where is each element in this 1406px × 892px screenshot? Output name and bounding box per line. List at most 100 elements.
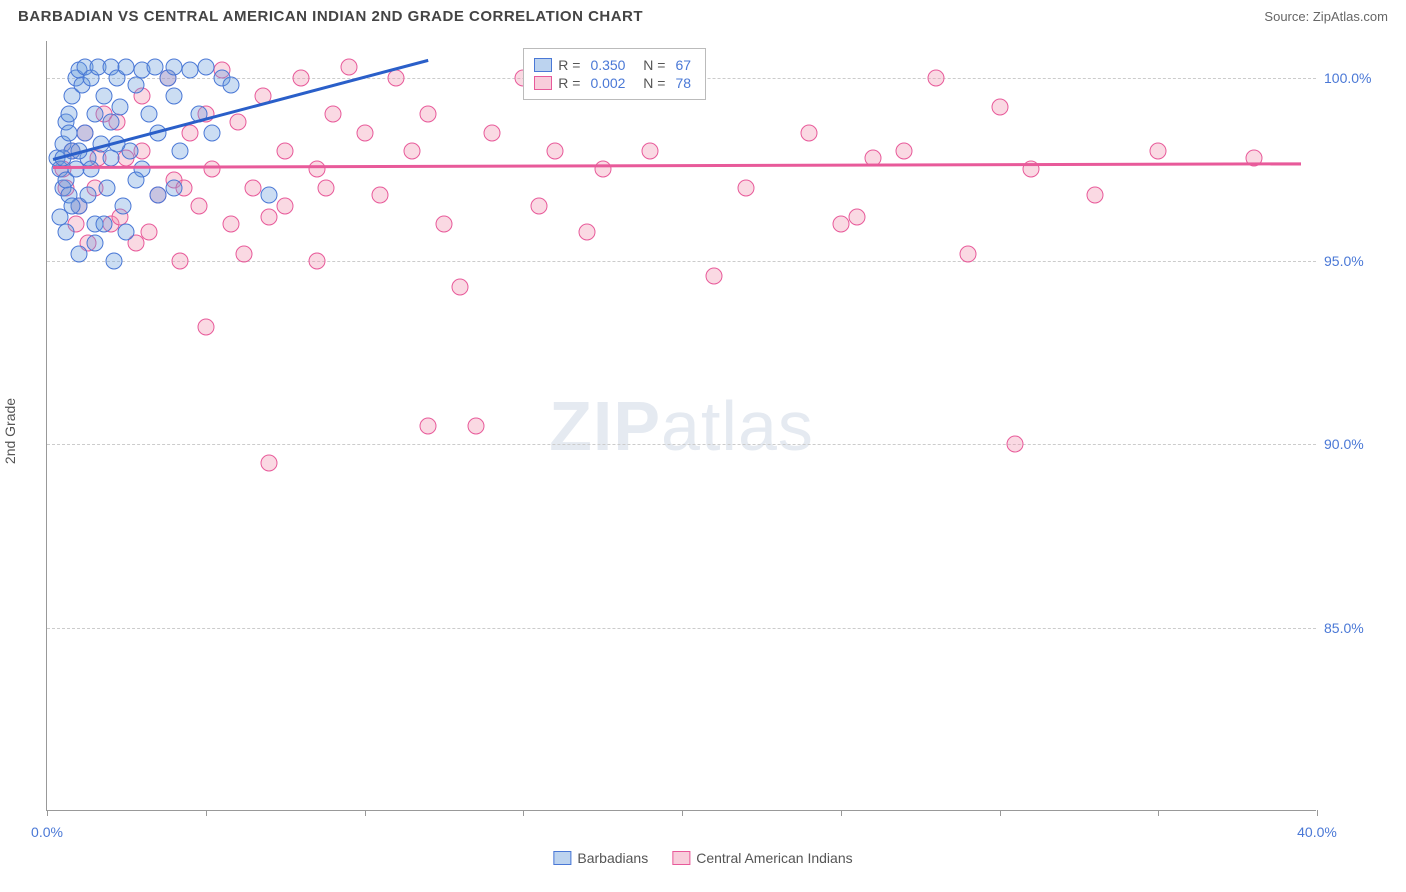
data-point xyxy=(150,187,167,204)
x-tick-label: 0.0% xyxy=(31,824,63,840)
data-point xyxy=(96,88,113,105)
data-point xyxy=(77,124,94,141)
plot-region: ZIPatlas 85.0%90.0%95.0%100.0%0.0%40.0%R… xyxy=(46,41,1316,811)
data-point xyxy=(318,179,335,196)
chart-header: BARBADIAN VS CENTRAL AMERICAN INDIAN 2ND… xyxy=(0,0,1406,31)
data-point xyxy=(102,150,119,167)
data-point xyxy=(308,161,325,178)
data-point xyxy=(261,187,278,204)
chart-area: 2nd Grade ZIPatlas 85.0%90.0%95.0%100.0%… xyxy=(0,31,1406,831)
chart-title: BARBADIAN VS CENTRAL AMERICAN INDIAN 2ND… xyxy=(18,8,643,25)
data-point xyxy=(404,143,421,160)
data-point xyxy=(308,253,325,270)
data-point xyxy=(277,198,294,215)
swatch-icon xyxy=(672,851,690,865)
data-point xyxy=(172,143,189,160)
x-tick xyxy=(841,810,842,816)
data-point xyxy=(1150,143,1167,160)
data-point xyxy=(86,106,103,123)
data-point xyxy=(388,69,405,86)
data-point xyxy=(483,124,500,141)
data-point xyxy=(140,106,157,123)
data-point xyxy=(127,77,144,94)
data-point xyxy=(127,172,144,189)
data-point xyxy=(245,179,262,196)
data-point xyxy=(705,267,722,284)
data-point xyxy=(223,216,240,233)
gridline-h xyxy=(47,628,1316,629)
data-point xyxy=(959,245,976,262)
data-point xyxy=(261,454,278,471)
watermark: ZIPatlas xyxy=(549,386,814,466)
data-point xyxy=(61,124,78,141)
x-tick xyxy=(47,810,48,816)
data-point xyxy=(181,62,198,79)
data-point xyxy=(578,223,595,240)
y-tick-label: 85.0% xyxy=(1324,620,1394,636)
data-point xyxy=(99,179,116,196)
x-tick xyxy=(1317,810,1318,816)
data-point xyxy=(737,179,754,196)
data-point xyxy=(166,88,183,105)
data-point xyxy=(896,143,913,160)
data-point xyxy=(96,216,113,233)
y-axis-label: 2nd Grade xyxy=(2,398,18,464)
y-tick-label: 90.0% xyxy=(1324,436,1394,452)
stats-legend: R =0.350 N =67R =0.002 N =78 xyxy=(523,48,706,100)
trend-line xyxy=(53,162,1301,168)
data-point xyxy=(340,58,357,75)
data-point xyxy=(61,106,78,123)
data-point xyxy=(181,124,198,141)
data-point xyxy=(1086,187,1103,204)
data-point xyxy=(451,278,468,295)
data-point xyxy=(531,198,548,215)
data-point xyxy=(356,124,373,141)
x-tick xyxy=(682,810,683,816)
data-point xyxy=(235,245,252,262)
data-point xyxy=(261,209,278,226)
swatch-icon xyxy=(534,76,552,90)
data-point xyxy=(105,253,122,270)
data-point xyxy=(112,99,129,116)
data-point xyxy=(832,216,849,233)
data-point xyxy=(58,223,75,240)
data-point xyxy=(197,319,214,336)
y-tick-label: 100.0% xyxy=(1324,70,1394,86)
gridline-h xyxy=(47,261,1316,262)
data-point xyxy=(435,216,452,233)
data-point xyxy=(1007,436,1024,453)
data-point xyxy=(191,198,208,215)
x-tick-label: 40.0% xyxy=(1297,824,1337,840)
data-point xyxy=(83,161,100,178)
data-point xyxy=(118,223,135,240)
data-point xyxy=(197,58,214,75)
data-point xyxy=(420,418,437,435)
data-point xyxy=(848,209,865,226)
data-point xyxy=(166,58,183,75)
x-tick xyxy=(1000,810,1001,816)
data-point xyxy=(70,245,87,262)
data-point xyxy=(293,69,310,86)
x-tick xyxy=(523,810,524,816)
data-point xyxy=(86,234,103,251)
data-point xyxy=(166,179,183,196)
data-point xyxy=(547,143,564,160)
data-point xyxy=(115,198,132,215)
data-point xyxy=(324,106,341,123)
swatch-icon xyxy=(553,851,571,865)
data-point xyxy=(420,106,437,123)
legend-item-cai: Central American Indians xyxy=(672,850,852,866)
data-point xyxy=(467,418,484,435)
data-point xyxy=(801,124,818,141)
data-point xyxy=(140,223,157,240)
data-point xyxy=(223,77,240,94)
data-point xyxy=(372,187,389,204)
bottom-legend: Barbadians Central American Indians xyxy=(553,848,852,868)
data-point xyxy=(118,58,135,75)
y-tick-label: 95.0% xyxy=(1324,253,1394,269)
gridline-h xyxy=(47,444,1316,445)
data-point xyxy=(204,161,221,178)
data-point xyxy=(102,113,119,130)
stats-row: R =0.002 N =78 xyxy=(534,75,695,91)
x-tick xyxy=(365,810,366,816)
